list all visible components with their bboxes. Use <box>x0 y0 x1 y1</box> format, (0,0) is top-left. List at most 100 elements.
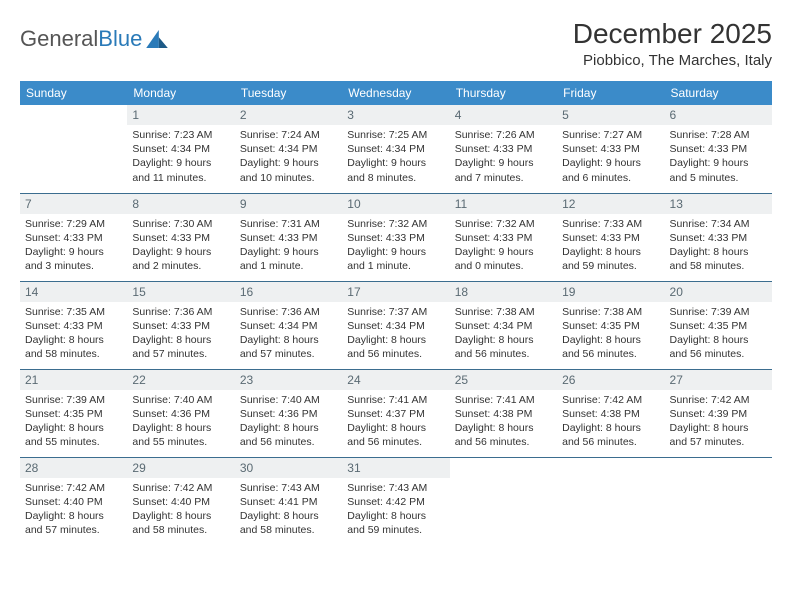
day-number: 19 <box>557 282 664 302</box>
calendar-cell <box>557 457 664 545</box>
day-number: 3 <box>342 105 449 125</box>
day-data: Sunrise: 7:42 AMSunset: 4:40 PMDaylight:… <box>127 478 234 543</box>
logo-blue: Blue <box>98 26 142 51</box>
day-number: 6 <box>665 105 772 125</box>
calendar-cell: 22Sunrise: 7:40 AMSunset: 4:36 PMDayligh… <box>127 369 234 457</box>
calendar-cell: 14Sunrise: 7:35 AMSunset: 4:33 PMDayligh… <box>20 281 127 369</box>
calendar-cell <box>450 457 557 545</box>
calendar-cell: 8Sunrise: 7:30 AMSunset: 4:33 PMDaylight… <box>127 193 234 281</box>
day-data: Sunrise: 7:33 AMSunset: 4:33 PMDaylight:… <box>557 214 664 279</box>
calendar-cell: 2Sunrise: 7:24 AMSunset: 4:34 PMDaylight… <box>235 105 342 193</box>
day-number: 21 <box>20 370 127 390</box>
calendar-cell: 30Sunrise: 7:43 AMSunset: 4:41 PMDayligh… <box>235 457 342 545</box>
logo: GeneralBlue <box>20 26 168 52</box>
calendar-cell: 16Sunrise: 7:36 AMSunset: 4:34 PMDayligh… <box>235 281 342 369</box>
day-number: 17 <box>342 282 449 302</box>
day-number: 11 <box>450 194 557 214</box>
day-data: Sunrise: 7:40 AMSunset: 4:36 PMDaylight:… <box>127 390 234 455</box>
day-number: 22 <box>127 370 234 390</box>
day-data: Sunrise: 7:41 AMSunset: 4:37 PMDaylight:… <box>342 390 449 455</box>
calendar-cell: 25Sunrise: 7:41 AMSunset: 4:38 PMDayligh… <box>450 369 557 457</box>
day-data: Sunrise: 7:39 AMSunset: 4:35 PMDaylight:… <box>665 302 772 367</box>
calendar-cell: 12Sunrise: 7:33 AMSunset: 4:33 PMDayligh… <box>557 193 664 281</box>
day-data: Sunrise: 7:34 AMSunset: 4:33 PMDaylight:… <box>665 214 772 279</box>
day-number: 29 <box>127 458 234 478</box>
day-data: Sunrise: 7:24 AMSunset: 4:34 PMDaylight:… <box>235 125 342 190</box>
day-data: Sunrise: 7:23 AMSunset: 4:34 PMDaylight:… <box>127 125 234 190</box>
calendar-cell: 11Sunrise: 7:32 AMSunset: 4:33 PMDayligh… <box>450 193 557 281</box>
day-number: 4 <box>450 105 557 125</box>
calendar-cell: 23Sunrise: 7:40 AMSunset: 4:36 PMDayligh… <box>235 369 342 457</box>
month-title: December 2025 <box>573 18 772 50</box>
calendar-tbody: 1Sunrise: 7:23 AMSunset: 4:34 PMDaylight… <box>20 105 772 545</box>
day-number: 13 <box>665 194 772 214</box>
calendar-cell: 26Sunrise: 7:42 AMSunset: 4:38 PMDayligh… <box>557 369 664 457</box>
calendar-cell: 24Sunrise: 7:41 AMSunset: 4:37 PMDayligh… <box>342 369 449 457</box>
day-number: 27 <box>665 370 772 390</box>
weekday-header: Thursday <box>450 81 557 105</box>
day-data: Sunrise: 7:28 AMSunset: 4:33 PMDaylight:… <box>665 125 772 190</box>
calendar-cell <box>665 457 772 545</box>
weekday-header: Saturday <box>665 81 772 105</box>
weekday-header: Friday <box>557 81 664 105</box>
calendar-cell: 1Sunrise: 7:23 AMSunset: 4:34 PMDaylight… <box>127 105 234 193</box>
day-number: 16 <box>235 282 342 302</box>
calendar-row: 1Sunrise: 7:23 AMSunset: 4:34 PMDaylight… <box>20 105 772 193</box>
day-data: Sunrise: 7:40 AMSunset: 4:36 PMDaylight:… <box>235 390 342 455</box>
day-number: 20 <box>665 282 772 302</box>
calendar-cell: 15Sunrise: 7:36 AMSunset: 4:33 PMDayligh… <box>127 281 234 369</box>
calendar-cell: 28Sunrise: 7:42 AMSunset: 4:40 PMDayligh… <box>20 457 127 545</box>
calendar-cell: 21Sunrise: 7:39 AMSunset: 4:35 PMDayligh… <box>20 369 127 457</box>
day-data: Sunrise: 7:42 AMSunset: 4:39 PMDaylight:… <box>665 390 772 455</box>
calendar-row: 21Sunrise: 7:39 AMSunset: 4:35 PMDayligh… <box>20 369 772 457</box>
day-data: Sunrise: 7:35 AMSunset: 4:33 PMDaylight:… <box>20 302 127 367</box>
day-number: 2 <box>235 105 342 125</box>
day-number: 23 <box>235 370 342 390</box>
calendar-cell: 7Sunrise: 7:29 AMSunset: 4:33 PMDaylight… <box>20 193 127 281</box>
header: GeneralBlue December 2025 Piobbico, The … <box>20 18 772 69</box>
calendar-cell: 19Sunrise: 7:38 AMSunset: 4:35 PMDayligh… <box>557 281 664 369</box>
day-data: Sunrise: 7:27 AMSunset: 4:33 PMDaylight:… <box>557 125 664 190</box>
day-number: 12 <box>557 194 664 214</box>
weekday-header: Monday <box>127 81 234 105</box>
day-data: Sunrise: 7:38 AMSunset: 4:35 PMDaylight:… <box>557 302 664 367</box>
calendar-thead: SundayMondayTuesdayWednesdayThursdayFrid… <box>20 81 772 105</box>
day-number: 24 <box>342 370 449 390</box>
logo-text: GeneralBlue <box>20 26 142 52</box>
calendar-row: 7Sunrise: 7:29 AMSunset: 4:33 PMDaylight… <box>20 193 772 281</box>
calendar-cell: 20Sunrise: 7:39 AMSunset: 4:35 PMDayligh… <box>665 281 772 369</box>
logo-general: General <box>20 26 98 51</box>
day-number: 9 <box>235 194 342 214</box>
calendar-row: 28Sunrise: 7:42 AMSunset: 4:40 PMDayligh… <box>20 457 772 545</box>
day-data: Sunrise: 7:29 AMSunset: 4:33 PMDaylight:… <box>20 214 127 279</box>
calendar-cell: 3Sunrise: 7:25 AMSunset: 4:34 PMDaylight… <box>342 105 449 193</box>
day-data: Sunrise: 7:42 AMSunset: 4:40 PMDaylight:… <box>20 478 127 543</box>
weekday-header: Sunday <box>20 81 127 105</box>
day-data: Sunrise: 7:31 AMSunset: 4:33 PMDaylight:… <box>235 214 342 279</box>
day-number: 5 <box>557 105 664 125</box>
day-data: Sunrise: 7:43 AMSunset: 4:42 PMDaylight:… <box>342 478 449 543</box>
day-data: Sunrise: 7:32 AMSunset: 4:33 PMDaylight:… <box>342 214 449 279</box>
day-number: 7 <box>20 194 127 214</box>
calendar-cell: 31Sunrise: 7:43 AMSunset: 4:42 PMDayligh… <box>342 457 449 545</box>
calendar-cell: 6Sunrise: 7:28 AMSunset: 4:33 PMDaylight… <box>665 105 772 193</box>
calendar-cell: 4Sunrise: 7:26 AMSunset: 4:33 PMDaylight… <box>450 105 557 193</box>
calendar-cell: 13Sunrise: 7:34 AMSunset: 4:33 PMDayligh… <box>665 193 772 281</box>
day-number: 15 <box>127 282 234 302</box>
day-number: 10 <box>342 194 449 214</box>
day-data: Sunrise: 7:41 AMSunset: 4:38 PMDaylight:… <box>450 390 557 455</box>
day-data: Sunrise: 7:25 AMSunset: 4:34 PMDaylight:… <box>342 125 449 190</box>
calendar-table: SundayMondayTuesdayWednesdayThursdayFrid… <box>20 81 772 545</box>
day-number: 14 <box>20 282 127 302</box>
day-number: 25 <box>450 370 557 390</box>
day-number: 8 <box>127 194 234 214</box>
day-data: Sunrise: 7:26 AMSunset: 4:33 PMDaylight:… <box>450 125 557 190</box>
day-data: Sunrise: 7:43 AMSunset: 4:41 PMDaylight:… <box>235 478 342 543</box>
weekday-header: Wednesday <box>342 81 449 105</box>
day-data: Sunrise: 7:32 AMSunset: 4:33 PMDaylight:… <box>450 214 557 279</box>
day-data: Sunrise: 7:42 AMSunset: 4:38 PMDaylight:… <box>557 390 664 455</box>
day-number: 28 <box>20 458 127 478</box>
day-data: Sunrise: 7:38 AMSunset: 4:34 PMDaylight:… <box>450 302 557 367</box>
location: Piobbico, The Marches, Italy <box>573 52 772 69</box>
calendar-row: 14Sunrise: 7:35 AMSunset: 4:33 PMDayligh… <box>20 281 772 369</box>
